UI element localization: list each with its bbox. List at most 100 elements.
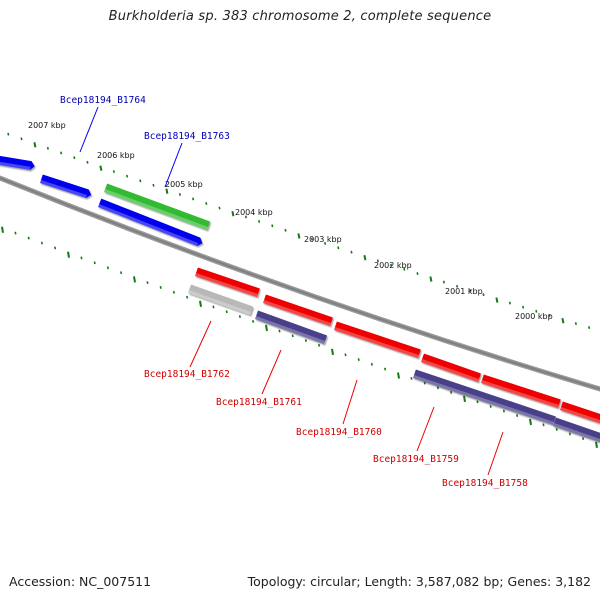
gene-label[interactable]: Bcep18194_B1763 bbox=[144, 131, 230, 142]
scale-tick bbox=[416, 272, 419, 276]
scale-tick bbox=[93, 261, 96, 265]
forward-cds-block[interactable] bbox=[98, 198, 203, 246]
scale-tick bbox=[337, 246, 340, 250]
reverse-cds-block[interactable] bbox=[195, 267, 260, 297]
scale-tick bbox=[20, 137, 23, 141]
scale-label: 2003 kbp bbox=[304, 235, 342, 244]
scale-tick bbox=[535, 309, 538, 313]
reverse-feature-block[interactable] bbox=[553, 417, 600, 444]
label-leader-line bbox=[189, 320, 212, 368]
scale-label: 2002 kbp bbox=[374, 261, 412, 270]
forward-cds-block[interactable] bbox=[0, 155, 35, 170]
scale-tick bbox=[192, 197, 195, 201]
scale-tick bbox=[384, 367, 387, 371]
scale-tick bbox=[588, 326, 591, 330]
scale-tick bbox=[126, 174, 129, 178]
scale-tick bbox=[152, 183, 155, 187]
gene-label[interactable]: Bcep18194_B1760 bbox=[296, 427, 382, 438]
scale-tick bbox=[165, 188, 169, 194]
reverse-cds-block[interactable] bbox=[560, 401, 600, 425]
scale-tick bbox=[463, 395, 466, 403]
reverse-cds-block[interactable] bbox=[334, 321, 421, 358]
backbone bbox=[0, 175, 600, 392]
label-leaders bbox=[79, 106, 504, 476]
scale-tick bbox=[403, 267, 406, 271]
topology-text: Topology: circular; Length: 3,587,082 bp… bbox=[247, 574, 591, 589]
scale-tick bbox=[212, 305, 215, 309]
forward-feature-block[interactable] bbox=[104, 183, 211, 230]
gene-label[interactable]: Bcep18194_B1762 bbox=[144, 369, 230, 380]
scale-tick bbox=[146, 281, 149, 284]
scale-tick bbox=[238, 315, 241, 319]
scale-tick bbox=[568, 432, 571, 436]
scale-tick bbox=[1, 226, 4, 233]
scale-tick bbox=[258, 219, 261, 223]
scale-tick bbox=[73, 156, 76, 160]
scale-label: 2007 kbp bbox=[28, 121, 66, 130]
reverse-cds-block[interactable] bbox=[481, 374, 561, 408]
scale-tick bbox=[331, 348, 334, 356]
scale-tick bbox=[231, 211, 235, 217]
scale-tick bbox=[99, 165, 103, 171]
map-title: Burkholderia sp. 383 chromosome 2, compl… bbox=[108, 9, 492, 24]
forward-cds-block[interactable] bbox=[40, 174, 92, 198]
scale-tick bbox=[27, 236, 30, 240]
scale-tick bbox=[218, 206, 221, 210]
scale-tick bbox=[112, 170, 115, 174]
reverse-pseudo-block[interactable] bbox=[188, 284, 254, 315]
scale-tick bbox=[265, 324, 268, 332]
scale-tick bbox=[60, 151, 63, 155]
gene-label[interactable]: Bcep18194_B1764 bbox=[60, 95, 146, 106]
scale-tick bbox=[469, 289, 472, 292]
scale-tick bbox=[508, 301, 511, 305]
scale-tick bbox=[80, 256, 83, 260]
scale-tick bbox=[561, 318, 565, 324]
scale-tick bbox=[244, 215, 247, 219]
gene-label[interactable]: Bcep18194_B1758 bbox=[442, 478, 528, 489]
scale-tick bbox=[350, 250, 353, 254]
scale-tick bbox=[516, 414, 519, 418]
scale-label: 2006 kbp bbox=[97, 151, 135, 160]
label-leader-line bbox=[261, 349, 282, 395]
scale-tick bbox=[106, 266, 109, 270]
scale-tick bbox=[225, 310, 228, 314]
gene-label[interactable]: Bcep18194_B1759 bbox=[373, 454, 459, 465]
scale-tick bbox=[574, 322, 577, 325]
scale-tick bbox=[284, 228, 287, 232]
scale-tick bbox=[476, 400, 479, 404]
scale-tick bbox=[344, 353, 347, 357]
reverse-cds-block[interactable] bbox=[263, 294, 333, 326]
scale-tick bbox=[548, 313, 551, 317]
scale-tick bbox=[482, 293, 485, 297]
scale-label: 2005 kbp bbox=[165, 180, 203, 189]
reverse-cds-block[interactable] bbox=[421, 353, 481, 382]
scale-tick bbox=[33, 142, 37, 148]
scale-tick bbox=[304, 339, 307, 343]
scale-tick bbox=[120, 271, 123, 275]
scale-tick bbox=[436, 386, 439, 390]
scale-tick bbox=[14, 231, 17, 235]
scale-tick bbox=[542, 423, 545, 427]
scale-label: 2000 kbp bbox=[515, 312, 553, 321]
scale-tick bbox=[529, 418, 532, 426]
reverse-feature-block[interactable] bbox=[413, 369, 556, 425]
scale-tick bbox=[595, 441, 598, 448]
scale-tick bbox=[390, 263, 393, 267]
scale-tick bbox=[278, 329, 281, 333]
scale-tick bbox=[291, 334, 294, 338]
scale-tick bbox=[370, 362, 373, 366]
scale-tick bbox=[450, 391, 453, 394]
scale-tick bbox=[410, 376, 413, 380]
label-leader-line bbox=[416, 406, 435, 452]
scale-tick bbox=[456, 284, 459, 288]
scale-tick bbox=[442, 280, 445, 284]
scale-tick bbox=[86, 160, 89, 164]
scale-tick bbox=[67, 251, 70, 258]
gene-label[interactable]: Bcep18194_B1761 bbox=[216, 397, 302, 408]
scale-tick bbox=[357, 358, 360, 362]
scale-tick bbox=[159, 285, 162, 289]
reverse-feature-block[interactable] bbox=[255, 310, 328, 344]
scale-tick bbox=[54, 246, 57, 250]
scale-tick bbox=[7, 132, 10, 136]
